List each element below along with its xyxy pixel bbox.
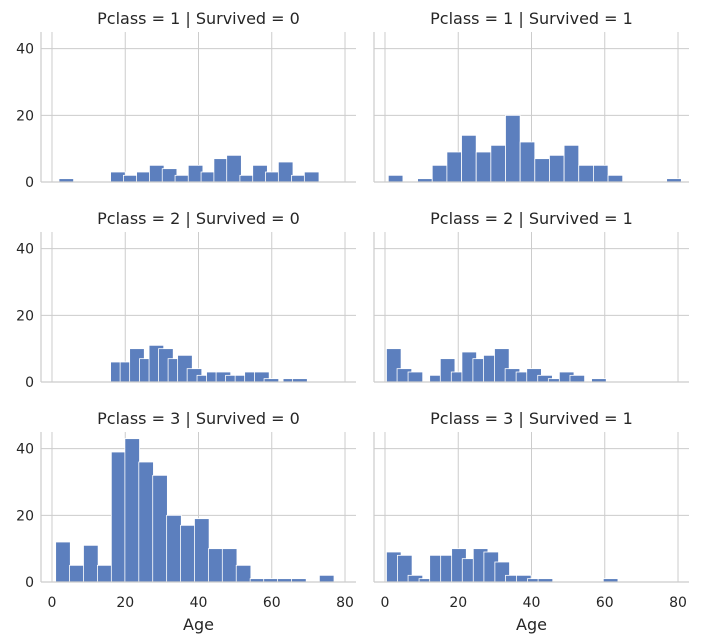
facet-panel: Pclass = 1 | Survived = 0 0 20 40	[16, 9, 356, 191]
histogram-bar	[69, 564, 85, 583]
histogram-bar	[124, 438, 140, 583]
x-tick-label: 0	[381, 595, 390, 611]
histogram-bar	[534, 158, 550, 183]
histogram-bar	[490, 144, 506, 183]
facet-panel: Pclass = 2 | Survived = 1	[373, 209, 689, 383]
panel-title: Pclass = 1 | Survived = 1	[430, 9, 633, 28]
y-tick-label: 20	[16, 508, 34, 524]
histogram-bar	[607, 174, 624, 183]
histogram-bar	[83, 544, 99, 583]
histogram-bar	[152, 474, 168, 583]
panel-title: Pclass = 2 | Survived = 0	[97, 209, 300, 228]
histogram-bar	[97, 564, 113, 583]
facet-panel: Pclass = 3 | Survived = 1 0 20 40 60 80 Age	[373, 409, 689, 634]
x-tick-label: 20	[449, 595, 467, 611]
histogram-bar	[593, 164, 609, 183]
y-tick-label: 40	[16, 442, 34, 458]
histogram-bar	[207, 548, 224, 583]
histogram-bar	[431, 164, 448, 183]
histogram-bar	[123, 174, 139, 183]
histogram-bar	[505, 114, 521, 183]
y-tick-label: 20	[16, 108, 34, 124]
y-tick-label: 0	[25, 575, 34, 591]
histogram-bar	[303, 171, 320, 183]
histogram-bar	[226, 154, 242, 183]
histogram-bar	[407, 371, 424, 383]
histogram-bar	[138, 461, 154, 583]
x-tick-label: 80	[336, 595, 354, 611]
histogram-bar	[221, 548, 238, 583]
histogram-bar	[277, 161, 294, 183]
x-tick-label: 20	[116, 595, 134, 611]
histogram-bar	[578, 164, 594, 183]
histogram-bar	[55, 541, 71, 583]
histogram-bar	[110, 451, 127, 583]
histogram-bar	[461, 134, 477, 183]
y-tick-label: 0	[25, 375, 34, 391]
x-tick-label: 80	[669, 595, 687, 611]
y-tick-label: 0	[25, 175, 34, 191]
histogram-bar	[174, 174, 191, 183]
histogram-bar	[318, 574, 335, 583]
y-tick-label: 40	[16, 42, 34, 58]
histogram-bar	[569, 374, 586, 383]
histogram-bar	[549, 154, 565, 183]
panel-title: Pclass = 1 | Survived = 0	[97, 9, 300, 28]
histogram-bar	[519, 141, 536, 183]
histogram-bar	[194, 518, 210, 583]
histogram-bar	[387, 174, 404, 183]
y-tick-label: 40	[16, 242, 34, 258]
facet-panel: Pclass = 1 | Survived = 1	[373, 9, 689, 183]
y-tick-label: 20	[16, 308, 34, 324]
histogram-bar	[235, 564, 252, 583]
panel-title: Pclass = 2 | Survived = 1	[430, 209, 633, 228]
panel-title: Pclass = 3 | Survived = 1	[430, 409, 633, 428]
histogram-bar	[446, 151, 462, 183]
facet-panel: Pclass = 3 | Survived = 0 0 20 40 0 20 40 60 80 A…	[16, 409, 356, 634]
x-tick-label: 60	[596, 595, 614, 611]
x-tick-label: 0	[48, 595, 57, 611]
histogram-bar	[475, 151, 492, 183]
x-axis-label: Age	[183, 615, 214, 634]
histogram-bar	[563, 144, 580, 183]
histogram-bar	[166, 514, 182, 583]
x-axis-label: Age	[516, 615, 547, 634]
facet-panel: Pclass = 2 | Survived = 0 0 20 40	[16, 209, 356, 391]
panel-title: Pclass = 3 | Survived = 0	[97, 409, 300, 428]
x-tick-label: 40	[523, 595, 541, 611]
x-tick-label: 40	[190, 595, 208, 611]
x-tick-label: 60	[263, 595, 281, 611]
histogram-bar	[180, 524, 196, 583]
